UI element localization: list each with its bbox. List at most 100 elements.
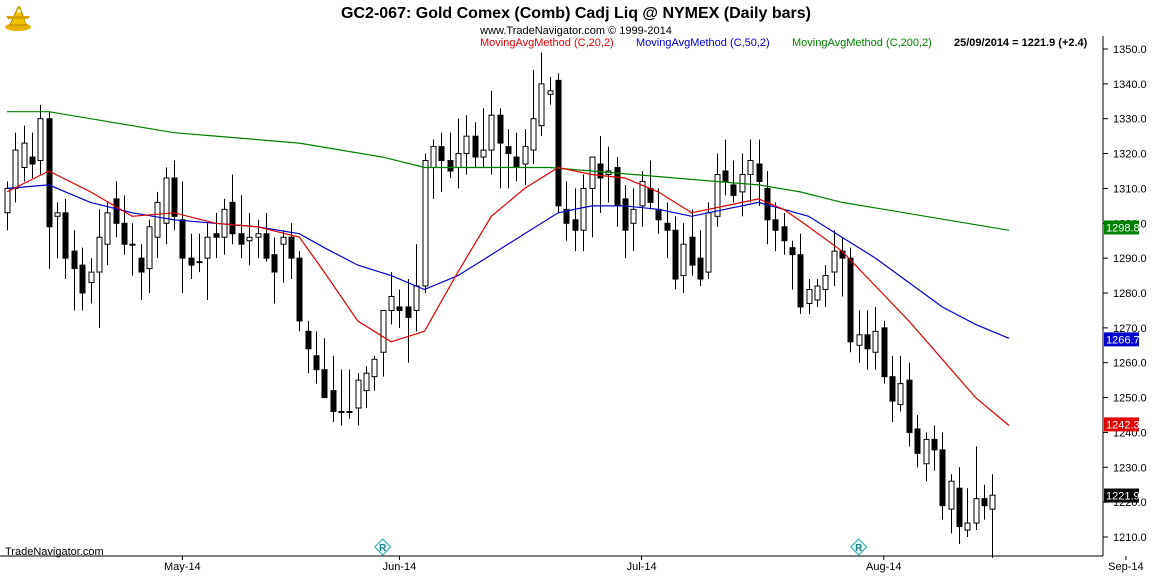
candle-body-down (906, 379, 913, 433)
candle (37, 104, 44, 175)
y-tick-label: 1290.0 (1113, 253, 1147, 265)
candle (179, 181, 186, 293)
candle-body-down (756, 163, 763, 182)
candle (705, 202, 712, 280)
candle (897, 355, 904, 412)
candle-body-down (555, 79, 562, 207)
candle (96, 209, 103, 328)
candle-body-down (321, 369, 328, 399)
candle-body-up (455, 153, 462, 169)
candle-body-down (171, 177, 178, 217)
candle (697, 230, 704, 287)
candle-body-down (288, 236, 295, 259)
candle-body-down (271, 254, 278, 273)
candle-body-down (655, 208, 662, 221)
candle (772, 202, 779, 252)
candle (973, 446, 980, 531)
candle-body-up (822, 275, 829, 291)
candle (405, 279, 412, 363)
candle (881, 320, 888, 384)
candle (488, 90, 495, 175)
candle-body-up (338, 411, 345, 414)
candle-body-up (129, 243, 136, 246)
value-tag-box (1104, 488, 1139, 503)
candle (530, 69, 537, 165)
candle-body-up (37, 118, 44, 162)
candle-body-up (948, 480, 955, 510)
candle-body-up (204, 236, 211, 259)
y-tick-label: 1250.0 (1113, 393, 1147, 405)
candle (872, 306, 879, 370)
value-tags: 1298.8 1266.7 1242.3 1221.9 (1104, 220, 1140, 503)
x-tick-label: Jul-14 (627, 561, 657, 573)
candle (939, 432, 946, 520)
candle-body-down (697, 257, 704, 280)
candle-body-up (104, 212, 111, 245)
candle (630, 188, 637, 252)
candle (88, 258, 95, 304)
candle-body-down (263, 233, 270, 259)
trade-navigator-logo-icon (5, 6, 31, 31)
candle-body-down (789, 247, 796, 256)
candle-body-up (814, 285, 821, 301)
candle (964, 488, 971, 537)
candle-body-down (447, 160, 454, 172)
candle (438, 132, 445, 192)
candle (463, 115, 470, 175)
brand-footer: TradeNavigator.com (5, 546, 104, 558)
candle-body-up (54, 212, 61, 217)
candle (622, 184, 629, 259)
candle (822, 265, 829, 307)
x-tick-label: Aug-14 (866, 561, 901, 573)
y-tick-label: 1260.0 (1113, 358, 1147, 370)
candle (396, 289, 403, 328)
r-diamond-marker-icon[interactable]: R (849, 538, 868, 556)
candle (989, 474, 996, 558)
candle (54, 202, 61, 259)
candle-body-up (964, 522, 971, 531)
value-tag-label: 1266.7 (1106, 334, 1140, 346)
candle (321, 338, 328, 399)
candle (497, 108, 504, 189)
candle (555, 73, 562, 213)
candle (213, 212, 220, 259)
candle (363, 366, 370, 409)
candle-body-up (388, 295, 395, 311)
candle-body-down (396, 306, 403, 311)
candle-body-down (497, 114, 504, 144)
candle (639, 171, 646, 227)
candle (730, 160, 737, 203)
candle (722, 139, 729, 196)
candle (29, 132, 36, 178)
candle-body-down (438, 146, 445, 162)
ma200-line (7, 111, 1010, 231)
candle-body-down (772, 219, 779, 231)
candle (21, 125, 28, 182)
candle (422, 153, 429, 293)
candle (146, 219, 153, 293)
candle-body-down (939, 449, 946, 507)
candle (806, 279, 813, 314)
candle-body-down (513, 156, 520, 169)
candle (280, 230, 287, 283)
candle-body-down (330, 390, 337, 413)
candle-body-down (71, 250, 78, 270)
candle-body-down (405, 306, 412, 318)
candle-body-up (422, 160, 429, 287)
candle (538, 52, 545, 137)
candle-body-up (280, 236, 287, 245)
candle (547, 76, 554, 105)
candle (71, 230, 78, 311)
r-diamond-marker-icon[interactable]: R (374, 538, 392, 556)
candle-body-up (346, 411, 353, 414)
candle-body-up (547, 90, 554, 95)
candle (914, 415, 921, 468)
candle-body-up (371, 358, 378, 378)
x-tick-label: Sep-14 (1108, 561, 1143, 573)
candle-body-up (831, 250, 838, 273)
candle-body-down (563, 208, 570, 224)
legend-ma50: MovingAvgMethod (C,50,2) (636, 37, 770, 49)
candle-body-up (88, 271, 95, 284)
candle (255, 219, 262, 259)
